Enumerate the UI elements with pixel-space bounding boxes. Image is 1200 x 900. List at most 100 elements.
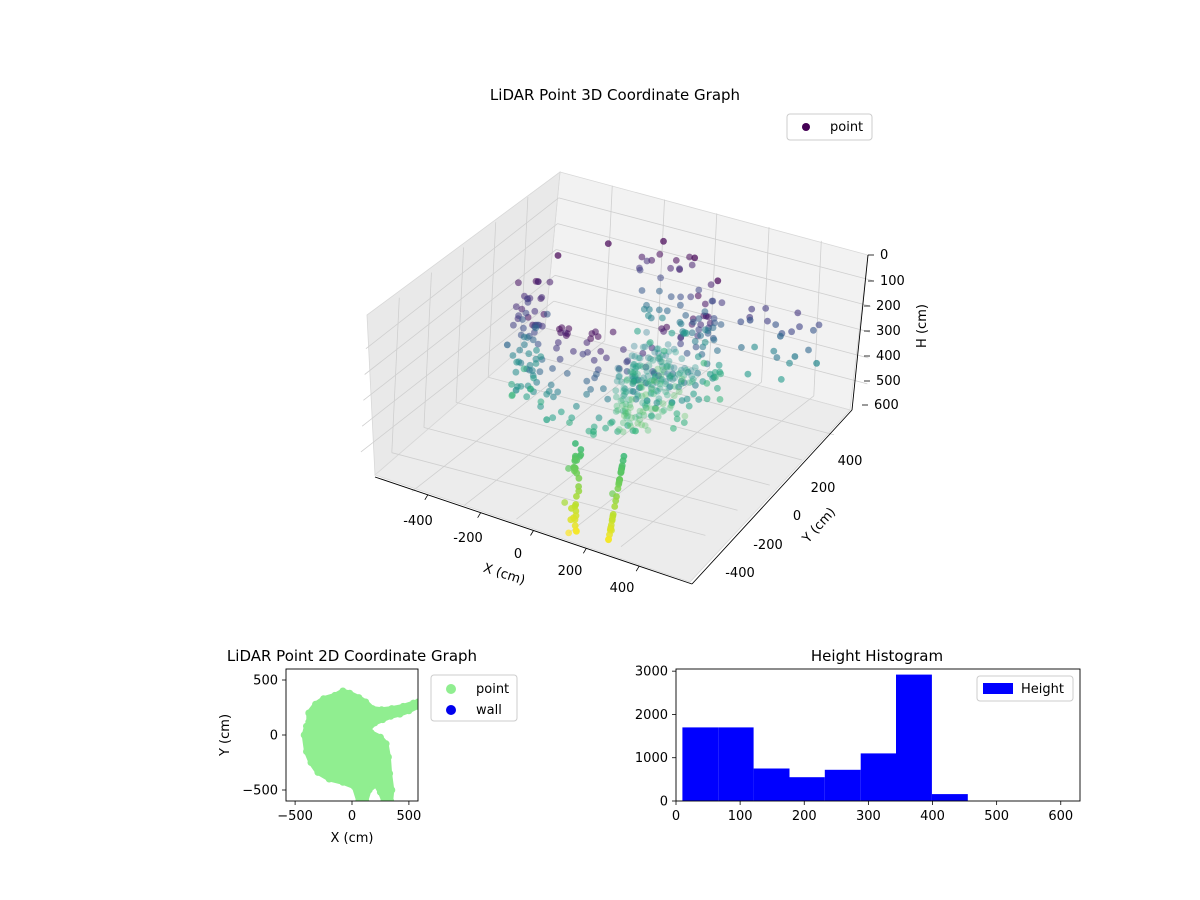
chart-3d-point <box>786 359 793 367</box>
chart-3d-point <box>515 279 522 287</box>
chart-3d-point <box>648 384 655 392</box>
chart-3d-x-tick-label: 0 <box>514 547 522 562</box>
chart-2d-point <box>388 705 396 713</box>
chart-2d-y-ticks: 500 0 −500 <box>242 674 286 799</box>
chart-3d-point <box>543 390 551 398</box>
chart-2d-point <box>386 770 394 777</box>
histogram-x-tick-label: 200 <box>792 809 817 824</box>
histogram-x-tick-label: 500 <box>984 809 1009 824</box>
chart-3d-point <box>554 339 562 346</box>
chart-3d-point <box>656 287 663 295</box>
chart-3d-point <box>655 349 662 357</box>
chart-3d-point <box>644 372 652 380</box>
chart-3d-y-tick-label: -200 <box>753 538 783 553</box>
chart-3d-point <box>563 370 571 377</box>
chart-3d-point <box>620 392 627 400</box>
chart-3d-point <box>694 369 701 377</box>
chart-3d-point <box>643 397 651 405</box>
chart-3d-point <box>621 390 629 398</box>
chart-3d-point <box>554 388 562 396</box>
chart-3d-z-tick-label: 0 <box>880 248 888 263</box>
chart-3d-point <box>600 385 607 393</box>
chart-3d-point <box>543 310 551 318</box>
chart-3d-point <box>629 388 637 395</box>
chart-3d-x-tick-label: -400 <box>403 514 433 529</box>
chart-3d-point <box>665 384 673 391</box>
chart-3d-point <box>643 400 651 407</box>
chart-3d-point <box>603 354 610 362</box>
chart-3d-point <box>516 346 524 354</box>
histogram-y-tick-label: 0 <box>660 795 668 810</box>
chart-3d-grid-line <box>557 223 872 307</box>
chart-3d-point <box>631 353 639 360</box>
chart-2d-point <box>376 733 384 741</box>
chart-3d-point <box>613 377 621 385</box>
chart-3d-point <box>634 327 641 335</box>
chart-2d-point <box>331 691 339 699</box>
chart-3d-point <box>665 357 673 365</box>
chart-3d-point <box>609 328 617 336</box>
chart-3d-point <box>650 376 658 384</box>
chart-3d-point <box>520 365 528 373</box>
chart-3d-point <box>622 388 630 396</box>
chart-3d-point <box>717 370 725 378</box>
chart-3d-point <box>701 300 709 308</box>
chart-3d-point <box>619 419 627 427</box>
chart-3d-point <box>650 370 658 377</box>
chart-3d-point <box>627 404 634 411</box>
chart-3d-point <box>639 363 647 370</box>
chart-3d-point <box>682 312 690 319</box>
chart-2d-point <box>384 753 392 761</box>
chart-3d-point <box>675 388 683 396</box>
chart-3d-point <box>614 364 622 372</box>
histogram-bar <box>718 727 754 801</box>
chart-3d-point <box>633 376 640 384</box>
chart-3d-point <box>777 332 784 340</box>
chart-3d-point <box>653 399 661 407</box>
chart-3d-point <box>631 374 639 381</box>
chart-3d-point <box>579 350 587 358</box>
chart-3d-point <box>670 392 678 400</box>
chart-2d-x-tick-label: −500 <box>277 809 313 824</box>
chart-3d-point <box>612 408 620 415</box>
chart-3d-point <box>533 346 540 354</box>
chart-3d-point <box>658 362 666 370</box>
chart-3d-point <box>573 527 580 535</box>
chart-3d-point <box>714 347 721 354</box>
chart-3d-y-tick-label: 200 <box>811 481 836 496</box>
chart-3d-point <box>647 405 655 413</box>
chart-3d-point <box>669 370 677 378</box>
chart-3d-point <box>676 265 683 273</box>
chart-3d-point <box>644 427 652 434</box>
chart-3d-point <box>628 352 636 360</box>
chart-3d-point <box>567 516 575 524</box>
chart-3d-point <box>662 380 669 388</box>
chart-2d-point <box>367 729 375 737</box>
chart-3d-point <box>648 412 655 419</box>
chart-3d-point <box>701 338 709 346</box>
chart-3d-point <box>762 305 770 312</box>
chart-3d-point <box>691 364 699 371</box>
chart-3d-x-tick-mark <box>635 565 640 572</box>
chart-2d-point <box>388 786 396 794</box>
chart-3d-point <box>543 416 551 424</box>
chart-3d-point <box>612 497 620 505</box>
chart-3d-z-tick-label: 500 <box>876 374 901 389</box>
chart-3d-point <box>667 293 675 301</box>
chart-3d-point <box>660 347 668 355</box>
chart-3d-point <box>655 395 663 402</box>
chart-3d-point <box>641 422 649 429</box>
chart-3d-point <box>651 374 659 381</box>
histogram-bar <box>753 768 790 801</box>
chart-3d-point <box>663 307 671 315</box>
chart-3d-point <box>659 314 666 322</box>
chart-3d-point <box>692 343 700 351</box>
chart-3d-point <box>683 395 691 403</box>
chart-3d-point <box>602 424 609 432</box>
chart-3d-point <box>681 364 689 372</box>
chart-2d-point <box>399 702 407 710</box>
chart-3d-point <box>667 363 675 371</box>
chart-3d-point <box>631 372 639 379</box>
chart-3d-point <box>646 339 654 346</box>
histogram-bar <box>931 794 968 801</box>
